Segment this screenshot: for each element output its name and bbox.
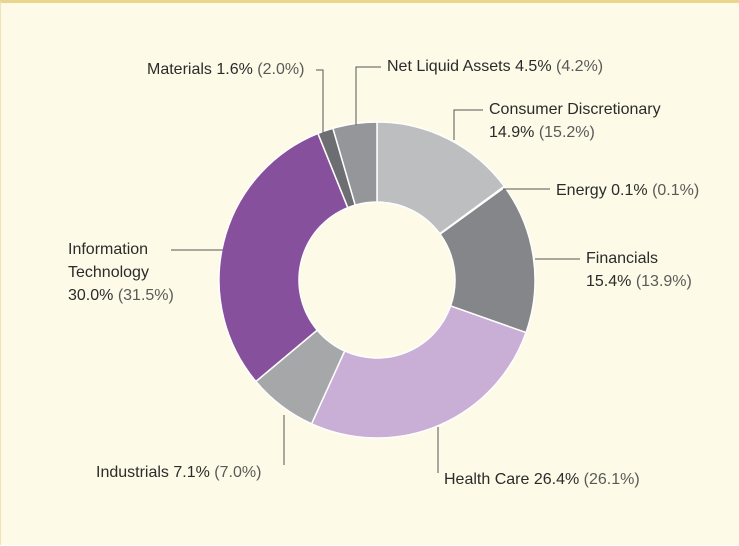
- value-label: 4.5%: [515, 58, 552, 75]
- value-label: 7.1%: [173, 464, 210, 481]
- value-label: 14.9%: [489, 124, 535, 141]
- category-label: Energy: [556, 182, 607, 199]
- category-label: Materials: [147, 61, 212, 78]
- category-label: Consumer Discretionary: [489, 101, 661, 118]
- comparison-label: (15.2%): [538, 124, 595, 141]
- donut-slice: [310, 305, 527, 439]
- slice-label: Financials 15.4% (13.9%): [586, 247, 692, 293]
- slice-label: Net Liquid Assets 4.5% (4.2%): [387, 55, 603, 78]
- donut-slice: [376, 121, 506, 235]
- value-label: 0.1%: [611, 182, 648, 199]
- value-label: 30.0%: [68, 287, 114, 304]
- comparison-label: (4.2%): [556, 58, 604, 75]
- comparison-label: (7.0%): [214, 464, 262, 481]
- comparison-label: (2.0%): [257, 61, 305, 78]
- leader-line: [453, 109, 483, 140]
- donut-slice: [331, 121, 378, 207]
- slice-label: Information Technology 30.0% (31.5%): [68, 238, 198, 307]
- comparison-label: (0.1%): [652, 182, 700, 199]
- slice-label: Industrials 7.1% (7.0%): [96, 461, 261, 484]
- slice-label: Materials 1.6% (2.0%): [147, 58, 304, 81]
- category-label: Industrials: [96, 464, 169, 481]
- value-label: 26.4%: [533, 471, 580, 488]
- value-label: 1.6%: [216, 61, 253, 78]
- category-label: Net Liquid Assets: [387, 58, 511, 75]
- comparison-label: (13.9%): [635, 273, 692, 290]
- comparison-label: (31.5%): [117, 287, 174, 304]
- donut-chart: [171, 66, 580, 473]
- category-label: Information Technology: [68, 241, 149, 281]
- slice-label: Energy 0.1% (0.1%): [556, 179, 699, 202]
- value-label: 15.4%: [586, 273, 632, 290]
- slice-label: Consumer Discretionary 14.9% (15.2%): [489, 98, 661, 144]
- leader-line: [355, 66, 381, 125]
- category-label: Health Care: [444, 471, 530, 488]
- slice-label: Health Care 26.4% (26.1%): [444, 468, 640, 491]
- donut-slice: [218, 132, 349, 383]
- category-label: Financials: [586, 250, 659, 267]
- comparison-label: (26.1%): [583, 471, 640, 488]
- leader-line: [316, 69, 324, 133]
